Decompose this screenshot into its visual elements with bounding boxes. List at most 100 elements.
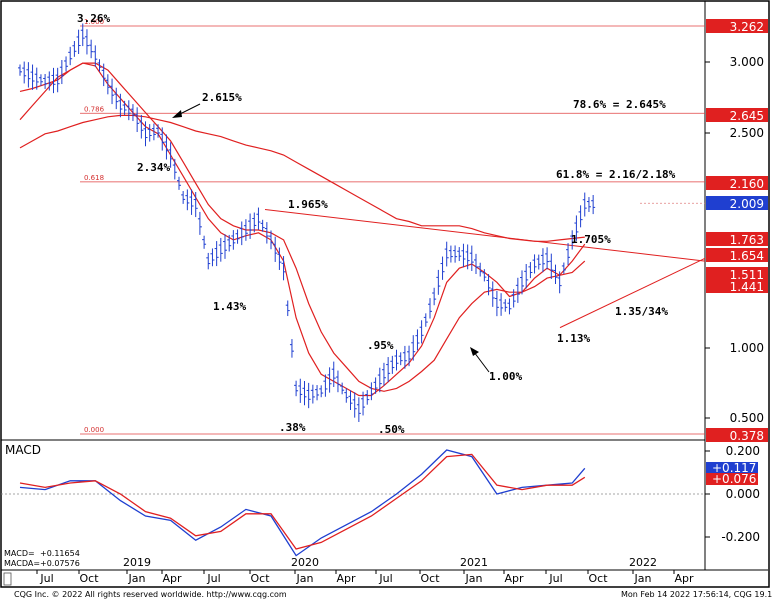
price-bar xyxy=(549,253,554,279)
price-bar xyxy=(139,114,144,139)
y-tick-label: 0.500 xyxy=(730,411,764,425)
price-annotation: 1.705% xyxy=(571,233,611,246)
price-bar xyxy=(210,248,215,267)
price-badge: 3.262 xyxy=(706,19,768,34)
price-bar xyxy=(561,262,566,274)
price-bar xyxy=(185,189,190,211)
price-badge: 0.378 xyxy=(706,428,768,443)
price-annotation: 1.35/34% xyxy=(615,305,668,318)
price-bar xyxy=(394,349,399,371)
price-bar xyxy=(327,367,332,393)
price-annotation: 78.6% = 2.645% xyxy=(573,98,666,111)
price-bar xyxy=(172,158,177,180)
price-bar xyxy=(344,388,349,403)
svg-text:1.763: 1.763 xyxy=(730,233,764,247)
x-tick-label: Apr xyxy=(504,572,524,585)
price-bar xyxy=(536,254,541,270)
price-bar xyxy=(499,293,504,316)
price-bar xyxy=(47,71,52,91)
price-bar xyxy=(436,269,441,295)
moving-average-line xyxy=(19,62,586,392)
price-bar xyxy=(197,211,202,235)
price-bar xyxy=(348,390,353,411)
price-bar xyxy=(570,230,575,250)
price-bar xyxy=(352,392,357,418)
x-tick-label: Apr xyxy=(336,572,356,585)
price-bar xyxy=(93,45,98,67)
price-bar xyxy=(97,59,102,72)
price-bar xyxy=(507,298,512,315)
scroll-handle[interactable] xyxy=(3,572,12,586)
price-bar xyxy=(540,248,545,273)
svg-text:1.654: 1.654 xyxy=(730,249,764,263)
price-bar xyxy=(18,64,22,76)
macd-badge: +0.117 xyxy=(706,461,758,475)
price-bar xyxy=(302,381,307,406)
price-annotation: 1.43% xyxy=(213,300,246,313)
x-tick-label: Jan xyxy=(296,572,314,585)
price-bar xyxy=(520,270,524,295)
price-badge: 1.441 xyxy=(706,279,768,294)
price-bar xyxy=(407,345,412,367)
x-tick-label: Oct xyxy=(250,572,270,585)
price-bar xyxy=(269,230,273,250)
price-bar xyxy=(181,191,186,204)
svg-text:+0.117: +0.117 xyxy=(712,461,756,475)
price-panel: 1.000 0.786 0.618 0.000 3.26% 2.615% 2.34% 78.6… xyxy=(18,12,706,436)
price-bar xyxy=(193,192,198,218)
price-bar xyxy=(474,253,478,274)
price-bar xyxy=(532,254,537,274)
price-bar xyxy=(586,197,591,213)
price-bar xyxy=(55,67,60,93)
macd-legend-label: MACD= xyxy=(4,549,35,558)
price-bar xyxy=(281,256,286,281)
macd-tick-label: 0.200 xyxy=(726,444,760,458)
year-label: 2022 xyxy=(629,556,657,569)
price-bar xyxy=(289,339,294,358)
svg-text:1.441: 1.441 xyxy=(730,280,764,294)
price-bar xyxy=(428,298,432,319)
price-bar xyxy=(331,361,336,388)
price-bar xyxy=(273,236,278,262)
year-label: 2021 xyxy=(460,556,488,569)
x-tick-label: Jul xyxy=(39,572,53,585)
footer-timestamp: Mon Feb 14 2022 17:56:14, CQG 19.12.8122 xyxy=(621,590,772,599)
price-bar xyxy=(64,56,69,72)
price-bar xyxy=(315,385,320,401)
price-badge: 1.654 xyxy=(706,248,768,263)
x-tick-label: Jul xyxy=(378,572,392,585)
price-bar xyxy=(482,269,487,282)
price-bar xyxy=(256,207,261,230)
price-bar xyxy=(478,262,483,277)
price-annotation: 1.965% xyxy=(288,198,328,211)
price-bar xyxy=(130,104,135,122)
price-bar xyxy=(235,229,240,244)
descending-trendline xyxy=(264,208,706,262)
macda-legend-label: MACDA= xyxy=(4,559,40,568)
arrow-100 xyxy=(473,351,490,373)
price-bar xyxy=(76,29,81,55)
price-bar xyxy=(411,335,416,361)
svg-text:1.511: 1.511 xyxy=(730,268,764,282)
price-bar xyxy=(164,134,169,160)
price-bar xyxy=(306,382,311,409)
macda-legend-value: +0.07576 xyxy=(40,559,80,568)
price-bar xyxy=(528,262,533,279)
macd-legend-value: +0.11654 xyxy=(40,549,80,558)
price-annotation: 2.34% xyxy=(137,161,170,174)
price-bar xyxy=(135,107,140,133)
price-bar xyxy=(461,243,466,268)
price-bar xyxy=(566,243,571,265)
price-bar xyxy=(298,378,303,403)
price-bar xyxy=(231,230,236,250)
price-bar xyxy=(319,385,324,398)
price-bar xyxy=(591,194,596,215)
price-bar xyxy=(377,367,382,393)
price-bar xyxy=(59,60,64,85)
rising-trendline xyxy=(559,257,706,329)
y-tick-label: 2.500 xyxy=(730,126,764,140)
price-bar xyxy=(72,41,77,57)
x-tick-label: Oct xyxy=(588,572,608,585)
price-bar xyxy=(177,176,181,190)
price-bar xyxy=(285,300,290,317)
